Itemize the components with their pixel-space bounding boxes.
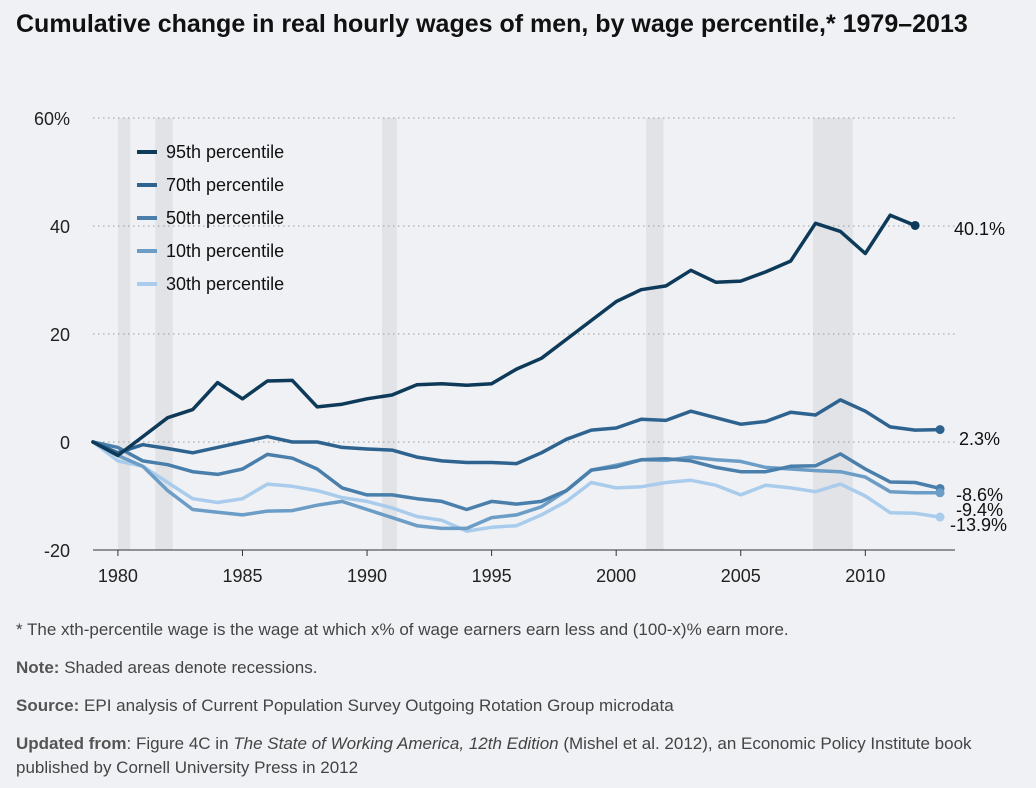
series-line-10th-percentile	[91, 440, 942, 531]
note-label: Note:	[16, 658, 60, 677]
series-line-70th-percentile	[91, 398, 942, 466]
legend-label: 70th percentile	[166, 175, 284, 195]
book-title: The State of Working America, 12th Editi…	[233, 734, 559, 753]
end-point-70th-percentile	[935, 425, 945, 435]
updated-label: Updated from	[16, 734, 127, 753]
x-tick-label: 1980	[98, 566, 138, 586]
x-tick-label: 2010	[845, 566, 885, 586]
series-line-30th-percentile	[91, 440, 942, 533]
y-tick-label: 40	[50, 217, 70, 237]
recession-band-4	[812, 118, 853, 550]
note: Note: Shaded areas denote recessions.	[16, 656, 1026, 680]
series-line-50th-percentile	[91, 440, 942, 512]
x-tick-label: 1995	[472, 566, 512, 586]
wage-line-chart: -20 0 20 40 60% 1980 1985 1990 1995 2000 2005 2010 4…	[34, 109, 1007, 586]
end-label: -13.9%	[950, 515, 1007, 535]
x-tick-label: 1990	[347, 566, 387, 586]
source-text: EPI analysis of Current Population Surve…	[84, 696, 674, 715]
legend-label: 30th percentile	[166, 274, 284, 294]
legend-label: 10th percentile	[166, 241, 284, 261]
end-label: 2.3%	[959, 429, 1000, 449]
x-tick-label: 1985	[222, 566, 262, 586]
series-line-95th-percentile	[91, 213, 917, 458]
source-label: Source:	[16, 696, 80, 715]
footnote: * The xth-percentile wage is the wage at…	[16, 620, 789, 639]
end-label: -8.6%	[956, 485, 1003, 505]
updated-pre: : Figure 4C in	[126, 734, 234, 753]
y-tick-label: 0	[60, 433, 70, 453]
updated-from: Updated from: Figure 4C in The State of …	[16, 732, 1026, 780]
chart-title: Cumulative change in real hourly wages o…	[16, 10, 968, 38]
x-tick-label: 2005	[721, 566, 761, 586]
legend-label: 50th percentile	[166, 208, 284, 228]
source: Source: EPI analysis of Current Populati…	[16, 694, 1026, 718]
y-tick-label: -20	[44, 541, 70, 561]
chart-notes: * The xth-percentile wage is the wage at…	[16, 618, 1026, 780]
y-tick-label: 20	[50, 325, 70, 345]
x-tick-label: 2000	[596, 566, 636, 586]
end-point-10th-percentile	[935, 488, 945, 498]
end-label: 40.1%	[954, 219, 1005, 239]
legend-label: 95th percentile	[166, 142, 284, 162]
note-text: Shaded areas denote recessions.	[64, 658, 318, 677]
updated-post: (Mishel et al. 2012), an Economic Policy…	[16, 734, 972, 777]
end-point-95th-percentile	[910, 220, 920, 230]
y-tick-label: 60%	[34, 109, 70, 129]
end-point-30th-percentile	[935, 512, 945, 522]
end-label: -9.4%	[956, 500, 1003, 520]
